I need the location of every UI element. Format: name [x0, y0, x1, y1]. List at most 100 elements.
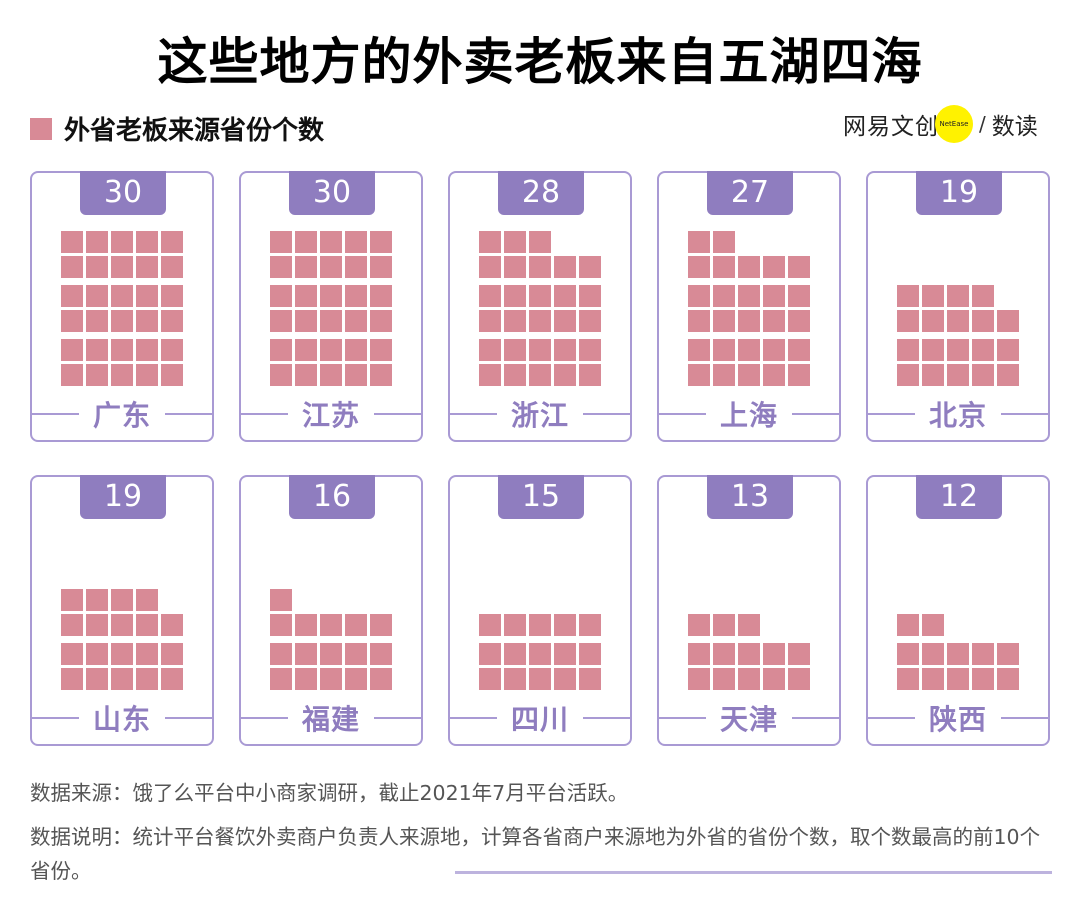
waffle-square	[713, 231, 735, 253]
label-line-left	[659, 717, 706, 719]
waffle-square	[320, 668, 342, 690]
waffle-square	[788, 285, 810, 307]
waffle-square	[370, 256, 392, 278]
waffle-square	[86, 231, 108, 253]
waffle-square	[295, 339, 317, 361]
waffle-square	[370, 668, 392, 690]
waffle-square	[345, 310, 367, 332]
waffle-row	[479, 364, 605, 386]
data-source: 数据来源：饿了么平台中小商家调研，截止2021年7月平台活跃。	[30, 781, 629, 805]
province-card: 27 上海	[657, 171, 841, 442]
waffle-square	[579, 285, 601, 307]
waffle-square	[479, 285, 501, 307]
waffle-row	[270, 643, 396, 665]
footer: 数据来源：饿了么平台中小商家调研，截止2021年7月平台活跃。 数据说明：统计平…	[30, 776, 1052, 888]
legend-swatch	[30, 117, 52, 140]
waffle-square	[61, 589, 83, 611]
waffle-square	[713, 614, 735, 636]
waffle-square	[61, 614, 83, 636]
waffle-square	[688, 310, 710, 332]
waffle-square	[86, 589, 108, 611]
waffle-row	[897, 614, 1023, 636]
waffle-square	[947, 364, 969, 386]
province-label-wrap: 江苏	[241, 396, 422, 432]
waffle-square	[579, 256, 601, 278]
waffle-square	[922, 614, 944, 636]
card-row-1: 30 广东 30 江苏 28 浙江 27 上海 19 北京	[30, 171, 1052, 442]
waffle-square	[972, 643, 994, 665]
province-label: 江苏	[302, 399, 361, 432]
brand-sub: 数读	[991, 114, 1038, 140]
waffle-square	[345, 285, 367, 307]
province-label-wrap: 四川	[450, 700, 631, 736]
waffle-square	[713, 668, 735, 690]
value-badge: 19	[80, 475, 166, 519]
waffle-square	[738, 310, 760, 332]
waffle-square	[295, 668, 317, 690]
province-label: 福建	[302, 703, 361, 736]
province-label-wrap: 天津	[659, 700, 840, 736]
waffle-square	[345, 364, 367, 386]
waffle-square	[86, 256, 108, 278]
label-line-left	[450, 413, 497, 415]
waffle-square	[897, 364, 919, 386]
waffle-square	[295, 285, 317, 307]
waffle-square	[554, 285, 576, 307]
waffle-square	[86, 643, 108, 665]
netease-circle-icon: NetEase	[935, 105, 973, 143]
waffle-row	[479, 310, 605, 332]
waffle-square	[554, 256, 576, 278]
label-line-right	[374, 717, 422, 719]
waffle-row	[270, 668, 396, 690]
waffle-row	[479, 231, 605, 253]
waffle-row	[61, 364, 187, 386]
waffle-square	[972, 668, 994, 690]
waffle-square	[529, 285, 551, 307]
waffle-square	[295, 231, 317, 253]
waffle-row	[270, 256, 396, 278]
province-card: 16 福建	[239, 475, 423, 746]
waffle-square	[922, 285, 944, 307]
waffle-row	[688, 643, 814, 665]
waffle-square	[86, 668, 108, 690]
waffle-square	[763, 364, 785, 386]
waffle-square	[997, 364, 1019, 386]
waffle-square	[345, 643, 367, 665]
waffle-row	[688, 339, 814, 361]
waffle-row	[897, 339, 1023, 361]
data-note: 数据说明：统计平台餐饮外卖商户负责人来源地，计算各省商户来源地为外省的省份个数，…	[30, 825, 1041, 883]
waffle-square	[161, 310, 183, 332]
card-row-2: 19 山东 16 福建 15 四川 13 天津 12 陕西	[30, 475, 1052, 746]
waffle-square	[295, 364, 317, 386]
waffle-row	[61, 668, 187, 690]
waffle-square	[947, 643, 969, 665]
waffle-square	[688, 231, 710, 253]
waffle-square	[788, 339, 810, 361]
waffle-square	[270, 339, 292, 361]
label-line-left	[32, 717, 79, 719]
waffle-square	[738, 643, 760, 665]
waffle-row	[61, 285, 187, 307]
province-card: 19 山东	[30, 475, 214, 746]
value-badge: 16	[289, 475, 375, 519]
waffle-square	[161, 339, 183, 361]
waffle-square	[579, 364, 601, 386]
waffle-square	[504, 364, 526, 386]
province-label: 山东	[93, 703, 152, 736]
waffle-row	[270, 285, 396, 307]
waffle-square	[972, 310, 994, 332]
waffle-square	[763, 668, 785, 690]
waffle-square	[345, 614, 367, 636]
waffle-square	[972, 364, 994, 386]
waffle-squares	[897, 282, 1023, 386]
waffle-square	[947, 339, 969, 361]
waffle-square	[763, 643, 785, 665]
waffle-square	[763, 256, 785, 278]
waffle-card-grid: 30 广东 30 江苏 28 浙江 27 上海 19 北京 19 山东 16 福建 15 四川 13 天津 12 陕…	[30, 171, 1052, 779]
waffle-square	[320, 614, 342, 636]
waffle-square	[947, 668, 969, 690]
waffle-square	[61, 339, 83, 361]
waffle-square	[529, 256, 551, 278]
waffle-square	[161, 256, 183, 278]
waffle-square	[270, 668, 292, 690]
